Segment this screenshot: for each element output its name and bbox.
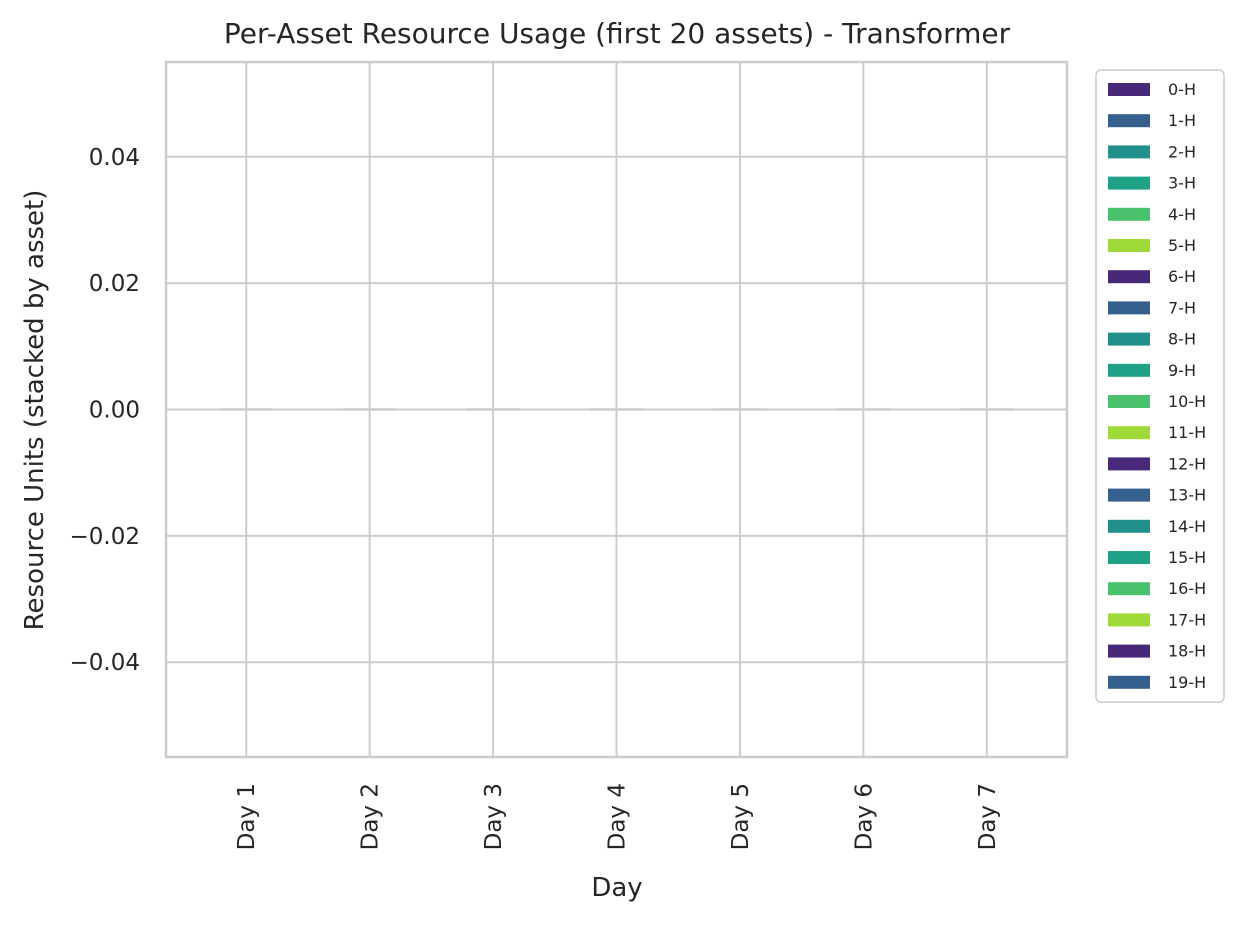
legend-label: 18-H xyxy=(1168,642,1206,661)
legend-label: 13-H xyxy=(1168,486,1206,505)
legend-label: 9-H xyxy=(1168,361,1196,380)
legend-swatch xyxy=(1108,239,1150,252)
legend-label: 7-H xyxy=(1168,298,1196,317)
legend-label: 14-H xyxy=(1168,517,1206,536)
plot-area xyxy=(164,60,1069,759)
x-tick-label: Day 1 xyxy=(234,783,260,850)
legend-swatch xyxy=(1108,176,1150,190)
legend-swatch xyxy=(1108,488,1150,502)
legend-label: 6-H xyxy=(1168,267,1196,286)
legend-label: 19-H xyxy=(1168,673,1206,692)
legend-swatch xyxy=(1108,145,1150,159)
legend-label: 16-H xyxy=(1168,579,1206,598)
y-tick-labels: −0.04 −0.02 0.00 0.02 0.04 xyxy=(70,145,140,676)
legend-swatch xyxy=(1108,270,1150,284)
legend-label: 10-H xyxy=(1168,392,1206,411)
legend-label: 15-H xyxy=(1168,548,1206,567)
legend-label: 2-H xyxy=(1168,142,1196,161)
x-tick-label: Day 2 xyxy=(358,783,384,850)
legend-swatch xyxy=(1108,457,1150,471)
legend-label: 4-H xyxy=(1168,205,1196,224)
legend-swatch xyxy=(1108,83,1150,96)
legend-swatch xyxy=(1108,675,1150,689)
chart-title: Per-Asset Resource Usage (first 20 asset… xyxy=(224,17,1011,50)
legend-swatch xyxy=(1108,613,1150,627)
x-tick-labels: Day 1 Day 2 Day 3 Day 4 Day 5 Day 6 Day 7 xyxy=(234,783,1001,850)
legend-swatch xyxy=(1108,301,1150,315)
x-tick-label: Day 6 xyxy=(851,783,877,850)
legend-box xyxy=(1095,69,1225,703)
legend-swatch xyxy=(1108,519,1150,533)
y-tick-label: 0.02 xyxy=(89,271,140,297)
legend: 0-H 1-H 2-H 3-H 4-H 5-H 6-H 7-H 8-H 9-H 10-H 11-H 12… xyxy=(1095,69,1225,703)
x-tick-label: Day 3 xyxy=(481,783,507,850)
legend-items: 0-H 1-H 2-H 3-H 4-H 5-H 6-H 7-H 8-H 9-H 10-H 11-H 12… xyxy=(1108,80,1206,692)
legend-swatch xyxy=(1108,114,1150,128)
legend-swatch xyxy=(1108,332,1150,346)
y-tick-label: 0.04 xyxy=(89,145,140,171)
legend-swatch xyxy=(1108,395,1150,408)
legend-label: 5-H xyxy=(1168,236,1196,255)
legend-swatch xyxy=(1108,207,1150,221)
y-tick-label: 0.00 xyxy=(89,398,140,424)
legend-label: 0-H xyxy=(1168,80,1196,99)
legend-label: 11-H xyxy=(1168,423,1206,442)
y-tick-label: −0.02 xyxy=(70,524,140,550)
x-axis-label: Day xyxy=(591,873,642,903)
plot-frame xyxy=(164,60,1069,759)
legend-label: 3-H xyxy=(1168,174,1196,193)
legend-swatch xyxy=(1108,551,1150,564)
legend-label: 12-H xyxy=(1168,454,1206,473)
x-tick-label: Day 4 xyxy=(605,783,631,850)
legend-label: 17-H xyxy=(1168,610,1206,629)
x-tick-label: Day 5 xyxy=(728,783,754,850)
x-tick-label: Day 7 xyxy=(975,783,1001,850)
legend-swatch xyxy=(1108,426,1150,440)
legend-swatch xyxy=(1108,644,1150,658)
y-tick-label: −0.04 xyxy=(70,650,140,676)
legend-label: 1-H xyxy=(1168,111,1196,130)
legend-label: 8-H xyxy=(1168,330,1196,349)
legend-swatch xyxy=(1108,582,1150,596)
legend-swatch xyxy=(1108,363,1150,377)
y-axis-label: Resource Units (stacked by asset) xyxy=(20,190,50,631)
